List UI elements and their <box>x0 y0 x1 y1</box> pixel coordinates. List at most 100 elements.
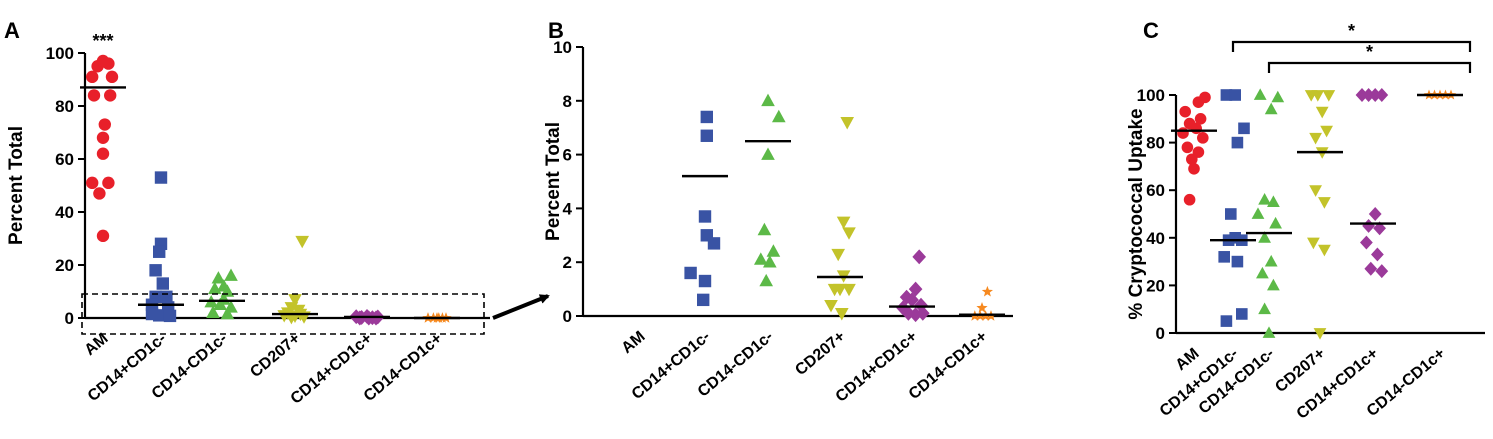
panel-b-point-star <box>976 302 988 313</box>
panel-c-point-triangle-up <box>1264 254 1278 267</box>
panel-a-y-tick-label: 20 <box>55 256 74 275</box>
panel-c-point-circle <box>1188 162 1200 175</box>
bracket-line <box>1267 61 1472 73</box>
panel-b-letter: B <box>548 18 564 43</box>
panel-c-point-triangle-down <box>1322 90 1336 102</box>
panel-a-point-circle <box>87 89 101 102</box>
panel-a-point-square <box>149 264 162 277</box>
panel-c-y-tick-label: 40 <box>1146 229 1165 248</box>
panel-a-y-tick-label: 100 <box>46 44 74 63</box>
panel-a-point-triangle-up <box>211 271 226 284</box>
panel-c-point-square <box>1225 208 1237 220</box>
panel-b-point-diamond <box>912 249 927 265</box>
panel-c-point-diamond <box>1368 88 1382 102</box>
panel-c-point-triangle-up <box>1258 231 1271 243</box>
panel-c-point-triangle-up <box>1264 102 1278 115</box>
panel-a-point-triangle-up <box>224 268 238 281</box>
panel-c-category-label: AM <box>1173 345 1203 374</box>
panel-c-point-triangle-down <box>1307 237 1320 250</box>
panel-a-letter: A <box>4 18 20 43</box>
panel-a-point-triangle-up <box>207 281 222 295</box>
panel-b-point-triangle-up <box>757 222 772 236</box>
panel-c-point-diamond <box>1364 261 1378 276</box>
panel-c-point-diamond <box>1373 221 1386 236</box>
panel-a-point-circle <box>104 89 117 102</box>
panel-c-point-square <box>1231 136 1244 149</box>
panel-a-point-square <box>156 277 169 290</box>
panel-b-category-label: CD207+ <box>792 328 848 379</box>
panel-a-point-circle <box>102 57 115 70</box>
panel-b-point-diamond <box>905 292 919 308</box>
panel-b-point-triangle-down <box>824 299 838 313</box>
panel-c-point-circle <box>1194 113 1207 125</box>
panel-a-point-circle <box>86 176 99 190</box>
panel-b-y-axis-label: Percent Total <box>543 122 564 241</box>
panel-b-point-diamond <box>914 297 928 313</box>
panel-b-point-square <box>698 210 712 223</box>
panel-c-point-square <box>1229 89 1241 101</box>
panel-c-point-triangle-up <box>1251 207 1265 219</box>
panel-a-point-triangle-down <box>288 294 302 307</box>
panel-c-point-triangle-up <box>1258 302 1271 315</box>
panel-a-y-tick-label: 80 <box>55 97 74 116</box>
panel-a-point-square <box>163 309 177 323</box>
panel-c-significance-bracket: * <box>1231 21 1472 52</box>
panel-a-point-circle <box>102 176 115 190</box>
panel-a-point-triangle-up <box>206 305 220 318</box>
panel-c-point-triangle-up <box>1269 216 1282 229</box>
panel-c-letter: C <box>1143 18 1159 43</box>
panel-a-point-square <box>154 171 168 184</box>
inset-highlight-box <box>81 293 485 335</box>
panel-a-point-square <box>153 245 166 258</box>
panel-c-point-triangle-down <box>1311 90 1325 102</box>
panel-c-point-triangle-down <box>1309 132 1322 145</box>
panel-a-point-square <box>160 290 173 303</box>
panel-c-point-square <box>1238 122 1250 135</box>
panel-c-point-circle <box>1190 122 1202 135</box>
panel-b-point-square <box>698 274 712 288</box>
panel-b-point-triangle-down <box>836 216 851 229</box>
panel-b-point-square <box>707 237 721 250</box>
panel-a-point-circle <box>96 229 110 243</box>
panel-b-point-triangle-down <box>834 308 849 321</box>
panel-b-point-triangle-down <box>833 283 847 297</box>
panel-b-y-tick-label: 0 <box>563 307 572 326</box>
panel-c-y-tick-label: 0 <box>1156 324 1165 343</box>
significance-star: * <box>1366 42 1373 62</box>
panel-b-y-tick-label: 10 <box>553 38 572 57</box>
panel-b-y-tick-label: 4 <box>563 199 573 218</box>
panel-b-point-diamond <box>896 300 910 316</box>
panel-c-y-axis-label: % Cryptococcal Uptake <box>1126 108 1147 319</box>
panel-c-y-tick-label: 60 <box>1146 181 1165 200</box>
panel-c-point-triangle-down <box>1320 125 1333 138</box>
panel-b-point-square <box>700 129 713 142</box>
panel-c-point-square <box>1236 308 1248 320</box>
panel-b-point-diamond <box>915 305 930 321</box>
panel-b-point-square <box>684 266 697 280</box>
panel-a-point-circle <box>105 70 119 84</box>
panel-c-point-triangle-up <box>1256 266 1269 279</box>
panel-b-point-diamond <box>908 307 923 323</box>
panel-a-point-circle <box>98 118 112 131</box>
panel-c-point-diamond <box>1375 264 1389 279</box>
panel-a-point-circle <box>86 70 99 84</box>
panel-c-y-tick-label: 20 <box>1146 276 1165 295</box>
panel-b-point-triangle-up <box>759 273 774 287</box>
panel-c-point-circle <box>1197 132 1209 144</box>
panel-a-point-circle <box>93 187 106 200</box>
panel-b-point-triangle-down <box>842 283 856 297</box>
panel-a-category-label: CD207+ <box>247 330 303 381</box>
panel-c-point-triangle-up <box>1267 195 1280 208</box>
panel-b-y-tick-label: 2 <box>563 253 572 272</box>
panel-b-point-triangle-up <box>771 109 786 123</box>
panel-c-point-circle <box>1179 105 1191 118</box>
bracket-line <box>1231 40 1472 52</box>
significance-star: * <box>1348 21 1355 41</box>
panel-c-point-diamond <box>1362 88 1375 102</box>
panel-c-point-square <box>1220 315 1233 327</box>
panel-c-point-diamond <box>1368 207 1382 221</box>
